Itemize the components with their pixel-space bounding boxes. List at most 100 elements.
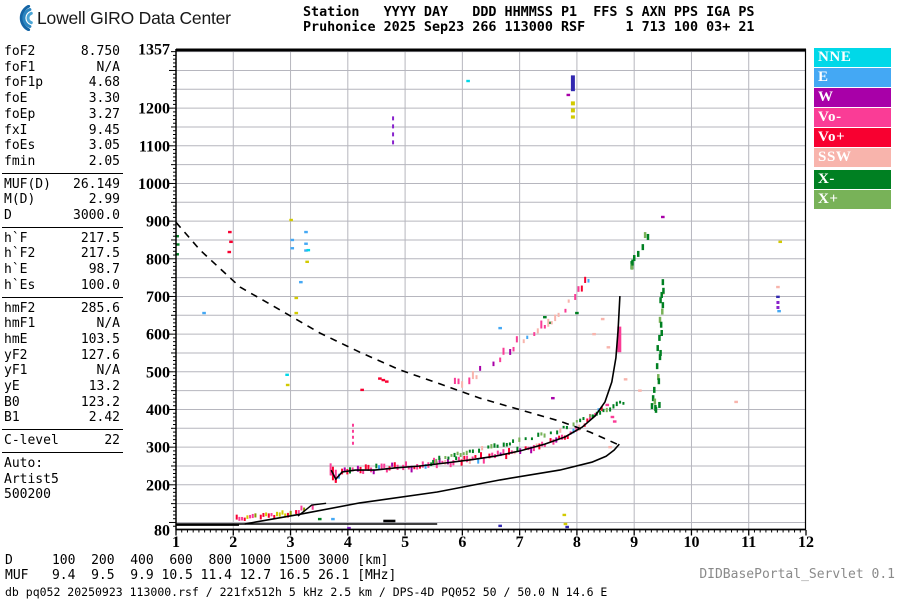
param-value: 9.45 [88, 122, 120, 138]
legend-item-vo: Vo+ [814, 128, 891, 147]
axis-tick-label: 600 [146, 327, 170, 344]
echo-bars [329, 75, 780, 483]
param-separator [2, 451, 123, 453]
param-label: B0 [4, 394, 20, 410]
echo-direction-legend: NNE E W Vo- Vo+ SSW X- X+ [814, 48, 891, 210]
param-value: 22 [104, 433, 120, 449]
axis-labels: 1357120011001000900800700600500400300200… [138, 42, 814, 551]
station-values-row: Pruhonice 2025 Sep23 266 113000 RSF 1 71… [303, 19, 755, 35]
param-row-ye: yE 13.2 [4, 379, 120, 395]
axis-tick-label: 800 [146, 251, 170, 268]
param-label: 500200 [4, 487, 51, 503]
param-row-yf2: yF2 127.6 [4, 348, 120, 364]
param-label: C-level [4, 433, 59, 449]
axis-tick-label: 1357 [138, 42, 170, 59]
param-row-hf2: h`F2 217.5 [4, 246, 120, 262]
param-value: 3.05 [88, 138, 120, 154]
param-row-md: M(D) 2.99 [4, 192, 120, 208]
axis-tick-label: 300 [146, 440, 170, 457]
servlet-version-label: DIDBasePortal_Servlet 0.1 [699, 567, 895, 582]
axis-ticks [169, 51, 807, 536]
param-row-he: h`E 98.7 [4, 262, 120, 278]
param-row-fof2: foF2 8.750 [4, 44, 120, 60]
param-row-hmf2: hmF2 285.6 [4, 301, 120, 317]
param-separator [2, 296, 123, 298]
param-row-foep: foEp 3.27 [4, 107, 120, 123]
axis-tick-label: 9 [630, 534, 638, 551]
curve-muf-transmission-curve [175, 221, 618, 445]
param-label: foEs [4, 138, 36, 154]
axis-tick-label: 2 [229, 534, 237, 551]
param-value: 2.42 [88, 410, 120, 426]
param-value: 103.5 [80, 331, 120, 347]
legend-item-x: X+ [814, 190, 891, 209]
curve-es-step [297, 502, 327, 517]
param-label: foF1 [4, 59, 36, 75]
curve-otrace-fit [330, 296, 621, 480]
axis-tick-label: 1100 [139, 138, 170, 155]
param-label: yE [4, 379, 20, 395]
param-label: h`F [4, 230, 28, 246]
param-label: foF1p [4, 75, 44, 91]
param-row-fof1p: foF1p 4.68 [4, 75, 120, 91]
param-separator [2, 172, 123, 174]
param-row-auto: Auto: [4, 456, 120, 472]
param-separator [2, 226, 123, 228]
axis-tick-label: 80 [154, 523, 170, 540]
param-row-yf1: yF1 N/A [4, 363, 120, 379]
legend-item-e: E [814, 68, 891, 87]
logo-title: Lowell GIRO Data Center [37, 7, 231, 28]
param-label: MUF(D) [4, 176, 51, 192]
axis-tick-label: 900 [146, 214, 170, 231]
param-label: yF2 [4, 347, 28, 363]
echo-trace-x-trace [432, 400, 625, 464]
param-row-b0: B0 123.2 [4, 395, 120, 411]
param-label: Artist5 [4, 471, 59, 487]
param-label: hmE [4, 331, 28, 347]
param-value: 13.2 [88, 379, 120, 395]
axis-tick-label: 11 [741, 534, 756, 551]
param-value: 217.5 [80, 230, 120, 246]
legend-item-x: X- [814, 170, 891, 189]
param-label: h`E [4, 262, 28, 278]
param-value: 26.149 [73, 176, 120, 192]
param-value: 127.6 [80, 347, 120, 363]
legend-item-ssw: SSW [814, 148, 891, 167]
param-value: 4.68 [88, 75, 120, 91]
param-row-foe: foE 3.30 [4, 91, 120, 107]
param-label: foEp [4, 106, 36, 122]
param-row-d: D 3000.0 [4, 208, 120, 224]
legend-item-vo: Vo- [814, 108, 891, 127]
status-bar: db pq052 20250923 113000.rsf / 221fx512h… [5, 585, 608, 599]
param-value: 2.05 [88, 153, 120, 169]
param-row-500200: 500200 [4, 487, 120, 503]
param-value: N/A [96, 363, 120, 379]
param-value: 3000.0 [73, 208, 120, 224]
axis-tick-label: 12 [798, 534, 814, 551]
param-label: D [4, 208, 12, 224]
param-label: M(D) [4, 192, 36, 208]
param-label: fxI [4, 122, 28, 138]
axis-tick-label: 5 [401, 534, 409, 551]
param-value: N/A [96, 316, 120, 332]
param-row-b1: B1 2.42 [4, 410, 120, 426]
axis-tick-label: 500 [146, 364, 170, 381]
param-row-hmf1: hmF1 N/A [4, 316, 120, 332]
axis-tick-label: 6 [458, 534, 466, 551]
axis-tick-label: 10 [683, 534, 699, 551]
echo-trace-o-trace-f-region [330, 406, 603, 483]
param-row-hf: h`F 217.5 [4, 231, 120, 247]
param-separator [2, 429, 123, 431]
param-row-fof1: foF1 N/A [4, 60, 120, 76]
plot-gridlines [176, 49, 806, 530]
station-info: Station YYYY DAY DDD HHMMSS P1 FFS S AXN… [303, 5, 755, 35]
axis-tick-label: 200 [146, 477, 170, 494]
giro-signal-icon [19, 5, 33, 31]
param-row-hme: hmE 103.5 [4, 332, 120, 348]
param-value: 8.750 [80, 44, 120, 59]
param-value: 123.2 [80, 394, 120, 410]
param-label: hmF1 [4, 316, 36, 332]
d-muf-table: D 100 200 400 600 800 1000 1500 3000 [km… [5, 553, 397, 584]
param-row-foes: foEs 3.05 [4, 138, 120, 154]
param-value: N/A [96, 59, 120, 75]
